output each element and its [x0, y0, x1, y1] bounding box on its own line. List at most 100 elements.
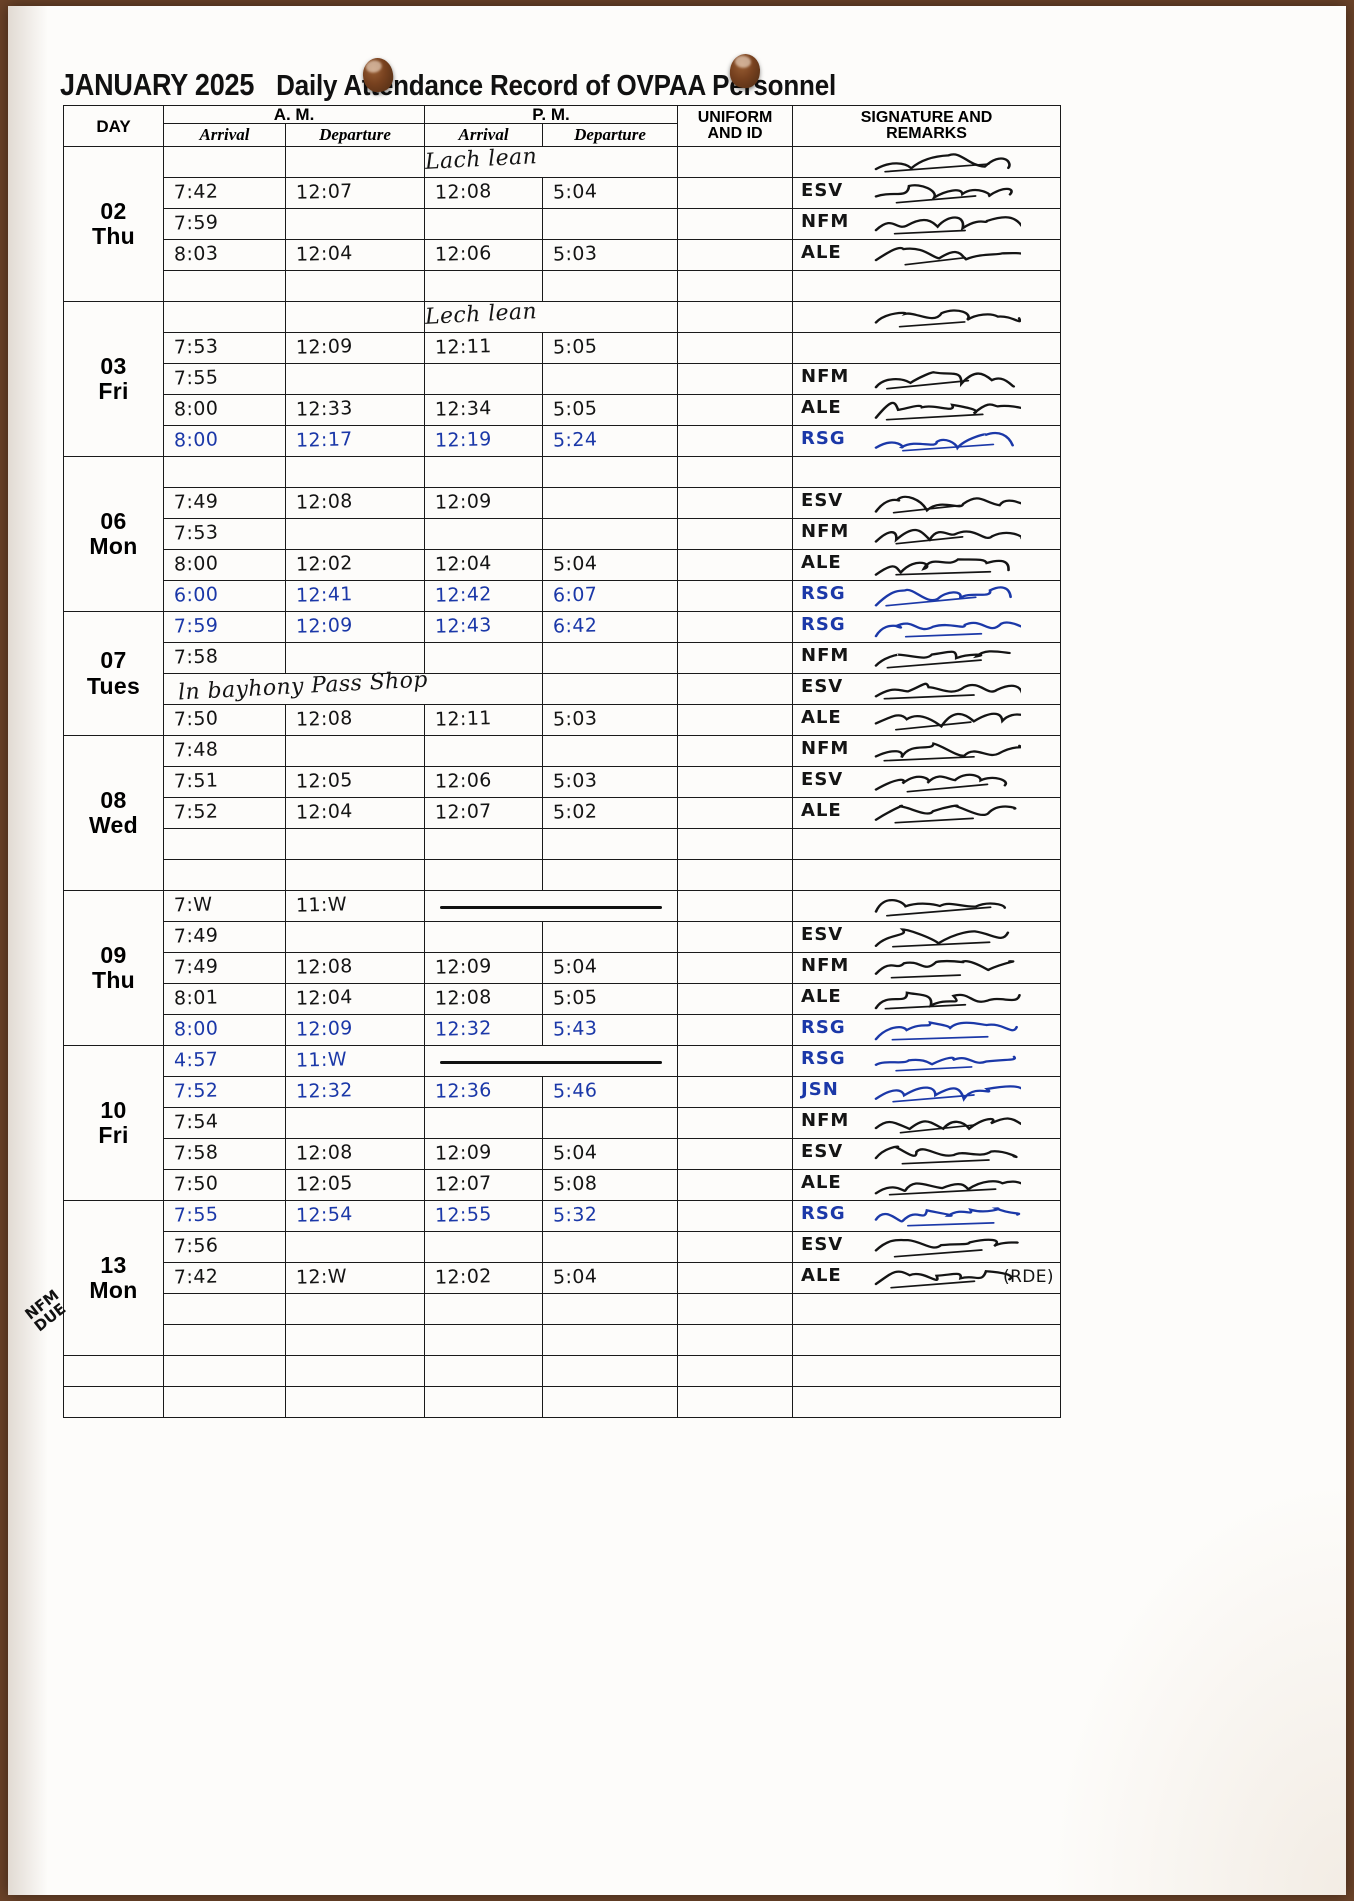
day-cell: 03 Fri: [63, 301, 164, 458]
day-cell: 06 Mon: [63, 456, 164, 613]
am-arrival-cell: 7:50: [163, 704, 286, 737]
uniform-cell: [677, 239, 794, 272]
am-arrival-cell: 8:00: [163, 425, 286, 458]
pm-arrival-cell-value: 12:34: [434, 397, 493, 422]
am-arrival-cell: 7:49: [163, 487, 286, 520]
pm-arrival-cell: [424, 642, 544, 675]
pm-departure-cell-value: 5:02: [552, 800, 598, 824]
day-name: Tues: [86, 672, 141, 699]
am-departure-cell-value: 12:54: [295, 1203, 354, 1228]
pm-arrival-cell: 12:02: [424, 1262, 544, 1295]
am-departure-cell: 12:08: [284, 952, 426, 985]
am-arrival-cell: [163, 301, 286, 334]
am-arrival-cell-value: 7:50: [173, 1172, 219, 1196]
uniform-cell: [677, 1107, 794, 1140]
signature-initials: ALE: [801, 242, 842, 264]
signature-initials: RSG: [801, 428, 846, 450]
am-pm-note-cell: ln bayhony Pass Shop: [162, 668, 544, 706]
signature-remarks-cell: NFM: [792, 1107, 1062, 1140]
pm-struck-cell: [424, 890, 679, 923]
day-number: 03: [100, 352, 127, 379]
am-arrival-cell: 7:58: [163, 642, 286, 675]
table-row: 7:56 ESV: [64, 1231, 1062, 1264]
uniform-cell: [677, 921, 794, 954]
signature-initials: ESV: [801, 1141, 844, 1163]
am-departure-cell-value: 12:33: [295, 397, 354, 422]
table-row: 13 Mon 7:55 12:54 12:55 5:32 RSG: [63, 1200, 1062, 1357]
signature-stroke: [871, 954, 1021, 982]
table-row-blank: [64, 1293, 1062, 1326]
signature-stroke: [871, 148, 1021, 176]
empty-cell: [677, 270, 794, 303]
day-number: 10: [100, 1096, 127, 1123]
day-cell: 02 Thu: [63, 146, 164, 303]
uniform-cell: [677, 890, 794, 923]
am-departure-cell: 12:54: [284, 1200, 426, 1233]
pm-departure-cell-value: 5:04: [552, 1141, 598, 1165]
uniform-cell: [677, 580, 794, 613]
empty-cell: [63, 1386, 164, 1419]
pen-strikethrough: [440, 1060, 662, 1064]
am-departure-cell: 11:W: [284, 890, 426, 923]
signature-initials: ESV: [801, 769, 844, 791]
empty-cell: [792, 1355, 1062, 1388]
signature-remarks-cell: ESV: [792, 673, 1062, 706]
table-row: 08 Wed 7:48 NFM: [63, 735, 1062, 892]
signature-remarks-cell: NFM: [792, 208, 1062, 241]
handwritten-note: ln bayhony Pass Shop: [177, 667, 429, 706]
am-departure-cell: [284, 735, 426, 768]
am-arrival-cell-value: 8:00: [173, 397, 219, 421]
signature-stroke: [871, 241, 1022, 269]
day-number: 06: [100, 507, 127, 534]
uniform-cell: [677, 1169, 794, 1202]
am-departure-cell: 12:08: [284, 487, 426, 520]
table-row: 8:03 12:04 12:06 5:03 ALE: [64, 239, 1062, 272]
table-row: 7:52 12:04 12:07 5:02 ALE: [64, 797, 1062, 830]
pm-arrival-cell: 12:07: [424, 1169, 544, 1202]
signature-remarks-cell: ESV: [792, 1231, 1062, 1264]
signature-remarks-cell: ESV: [792, 1138, 1062, 1171]
pm-arrival-cell: [424, 518, 544, 551]
signature-initials: RSG: [801, 1048, 846, 1070]
signature-initials: ALE: [801, 397, 842, 419]
scanned-paper-sheet: JANUARY 2025 Daily Attendance Record of …: [8, 6, 1346, 1895]
pm-arrival-cell-value: 12:09: [434, 955, 493, 980]
empty-cell: [677, 1355, 794, 1388]
day-number: 09: [100, 941, 127, 968]
table-row: 7:42 12:07 12:08 5:04 ESV: [64, 177, 1062, 210]
signature-stroke: [871, 365, 1021, 393]
day-cell: 07 Tues: [63, 611, 164, 737]
am-departure-cell-value: 12:09: [295, 335, 354, 360]
pm-departure-cell-value: 5:03: [552, 242, 598, 266]
am-departure-cell-value: 12:W: [295, 1265, 348, 1290]
am-arrival-cell-value: 7:58: [173, 645, 219, 669]
signature-initials: RSG: [801, 614, 846, 636]
am-arrival-cell-value: 8:00: [173, 1017, 219, 1041]
uniform-cell: [677, 1231, 794, 1264]
uniform-cell: [677, 1045, 794, 1078]
am-arrival-cell-value: 7:50: [173, 707, 219, 731]
am-arrival-cell: 7:58: [163, 1138, 286, 1171]
pm-arrival-cell: [424, 1231, 544, 1264]
pm-departure-cell-value: 5:03: [552, 769, 598, 793]
signature-initials: ESV: [801, 180, 844, 202]
header-day: DAY: [63, 104, 164, 148]
pm-departure-cell: 5:08: [542, 1169, 679, 1202]
signature-initials: ALE: [801, 1172, 842, 1194]
am-departure-cell: [284, 208, 426, 241]
day-name: Wed: [88, 812, 139, 839]
pm-arrival-cell-value: 12:11: [434, 707, 493, 732]
signature-initials: NFM: [801, 645, 850, 667]
am-arrival-cell: 7:59: [163, 208, 286, 241]
signature-remarks-cell: ESV: [792, 921, 1062, 954]
uniform-cell: [677, 332, 794, 365]
day-number: 07: [100, 647, 127, 674]
pm-arrival-cell: 12:09: [424, 487, 544, 520]
pm-departure-cell: [542, 518, 679, 551]
signature-remarks-cell: ALE: [792, 704, 1062, 737]
uniform-cell: [677, 518, 794, 551]
am-departure-cell: 12:41: [284, 580, 426, 613]
signature-remarks-cell: ALE: [792, 797, 1062, 830]
pm-departure-cell: 5:03: [542, 239, 679, 272]
table-row: 7:54 NFM: [64, 1107, 1062, 1140]
